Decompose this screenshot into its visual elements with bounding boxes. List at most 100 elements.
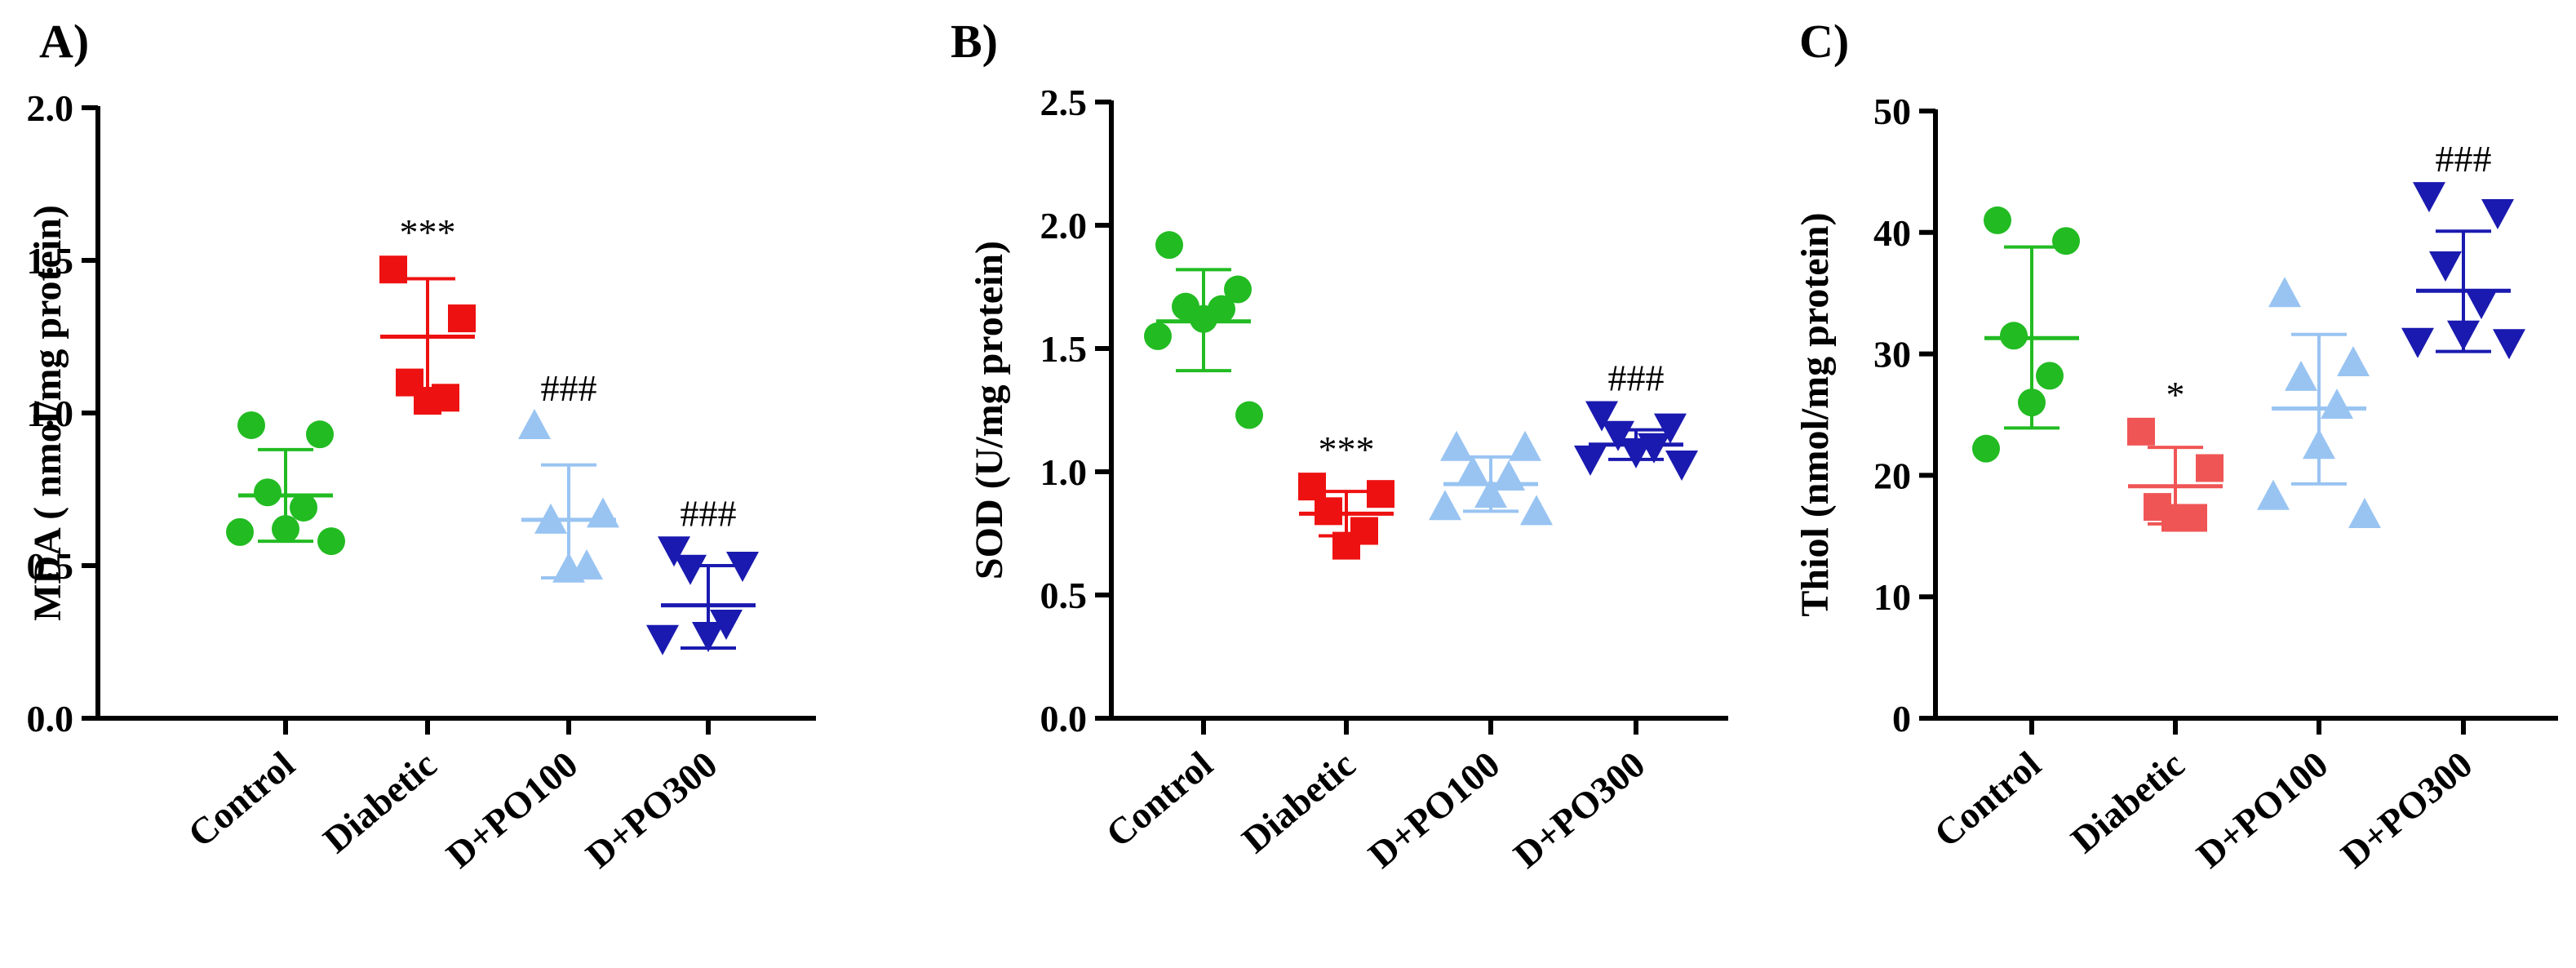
data-point [1984, 206, 2011, 234]
x-tick-label-control: Control [180, 744, 303, 855]
y-tick-label: 1.0 [27, 393, 74, 434]
data-point [1585, 401, 1618, 432]
data-point [1367, 480, 1394, 508]
data-point [1144, 322, 1172, 350]
data-point [646, 624, 679, 655]
data-point [1224, 275, 1252, 304]
chart-panel-c: C) 0 10 20 30 40 50 Thiol (nmol/mg protein) Cont… [1793, 15, 2558, 876]
series-diabetic: * [2127, 374, 2224, 532]
y-tick-label: 0.0 [27, 698, 74, 739]
significance-annotation: ### [2436, 138, 2492, 180]
data-point [272, 515, 299, 544]
data-point [254, 478, 282, 507]
data-point [2447, 320, 2480, 351]
data-point [2348, 498, 2381, 529]
significance-annotation: *** [1319, 428, 1375, 470]
data-point [2285, 360, 2317, 391]
y-tick-label: 30 [1873, 334, 1911, 375]
y-tick-label: 10 [1873, 576, 1911, 618]
data-point [414, 387, 441, 415]
data-point [290, 493, 317, 522]
series-d-po300: ### [2401, 138, 2525, 360]
data-point [552, 552, 585, 583]
data-point [2493, 329, 2525, 360]
data-point [317, 527, 345, 556]
series-diabetic: *** [1298, 428, 1394, 560]
significance-annotation: *** [400, 211, 456, 253]
data-point [692, 622, 725, 653]
x-tick-label-d-po100: D+PO100 [1360, 744, 1507, 877]
significance-annotation: ### [541, 367, 597, 409]
data-point [1190, 304, 1217, 333]
data-point [2257, 479, 2290, 510]
data-point [1155, 231, 1183, 260]
series-d-po100 [1429, 430, 1553, 526]
data-point [226, 517, 254, 546]
data-point [1520, 495, 1553, 526]
x-tick-label-d-po100: D+PO100 [438, 744, 585, 877]
y-tick-label: 40 [1873, 212, 1911, 254]
series-d-po300: ### [646, 492, 759, 655]
y-tick-label: 0.5 [1040, 575, 1088, 616]
x-tick-label-diabetic: Diabetic [1234, 744, 1363, 861]
x-tick-label-diabetic: Diabetic [315, 744, 444, 861]
chart-panel-a: A) 0.0 0.5 1.0 1.5 2.0 MDA ( nmol/mg protein) C… [26, 15, 816, 876]
y-tick-label: 50 [1873, 91, 1911, 132]
x-tick-label-control: Control [1098, 744, 1221, 855]
x-tick-label-d-po300: D+PO300 [1505, 744, 1652, 877]
data-point [2413, 182, 2445, 213]
data-point [1654, 413, 1687, 444]
data-point [1456, 455, 1489, 486]
data-point [1972, 434, 2000, 463]
x-tick-label-d-po300: D+PO300 [578, 744, 725, 877]
data-point [1665, 450, 1698, 481]
data-point [674, 554, 707, 585]
y-tick-label: 0 [1892, 698, 1911, 739]
data-point [2127, 417, 2155, 446]
significance-annotation: ### [681, 492, 737, 534]
y-tick-label: 2.5 [1040, 82, 1088, 123]
series-d-po100: ### [518, 367, 619, 583]
x-tick-label-control: Control [1926, 744, 2049, 855]
data-point [1332, 531, 1360, 560]
data-point [2268, 277, 2301, 308]
data-point [2052, 227, 2080, 255]
significance-annotation: * [2166, 374, 2185, 415]
data-point [448, 304, 476, 333]
data-point [1440, 430, 1473, 461]
data-point [1574, 445, 1607, 476]
panel-label: A) [39, 15, 89, 68]
data-point [1315, 497, 1342, 526]
y-tick-label: 2.0 [27, 87, 74, 129]
data-point [237, 411, 265, 439]
series-control [1972, 206, 2080, 463]
y-axis-title: MDA ( nmol/mg protein) [26, 205, 69, 621]
data-point [2337, 346, 2370, 377]
data-point [1474, 477, 1507, 508]
data-point [2161, 504, 2189, 532]
y-tick-label: 0.5 [27, 545, 74, 587]
data-point [2196, 454, 2224, 482]
significance-annotation: ### [1608, 357, 1665, 399]
data-point [2000, 322, 2028, 350]
series-d-po300: ### [1574, 357, 1698, 481]
data-point [710, 610, 743, 641]
data-point [2036, 362, 2064, 390]
chart-panel-b: B) 0.0 0.5 1.0 1.5 2.0 2.5 SOD (U/mg protein) Co… [951, 15, 1728, 876]
data-point [2303, 428, 2335, 460]
data-point [1298, 473, 1326, 501]
x-tick-label-diabetic: Diabetic [2063, 744, 2192, 861]
data-point [518, 408, 551, 439]
series-d-po100 [2257, 277, 2381, 529]
data-point [1602, 420, 1634, 451]
y-tick-label: 1.5 [27, 240, 74, 282]
data-point [1509, 430, 1541, 461]
y-tick-label: 2.0 [1040, 205, 1088, 246]
data-point [587, 497, 619, 528]
panel-label: C) [1799, 15, 1849, 68]
panel-label: B) [951, 15, 998, 68]
data-point [306, 420, 334, 449]
y-tick-label: 1.5 [1040, 328, 1088, 370]
series-control [226, 411, 345, 556]
y-axis-title: Thiol (nmol/mg protein) [1793, 212, 1837, 616]
